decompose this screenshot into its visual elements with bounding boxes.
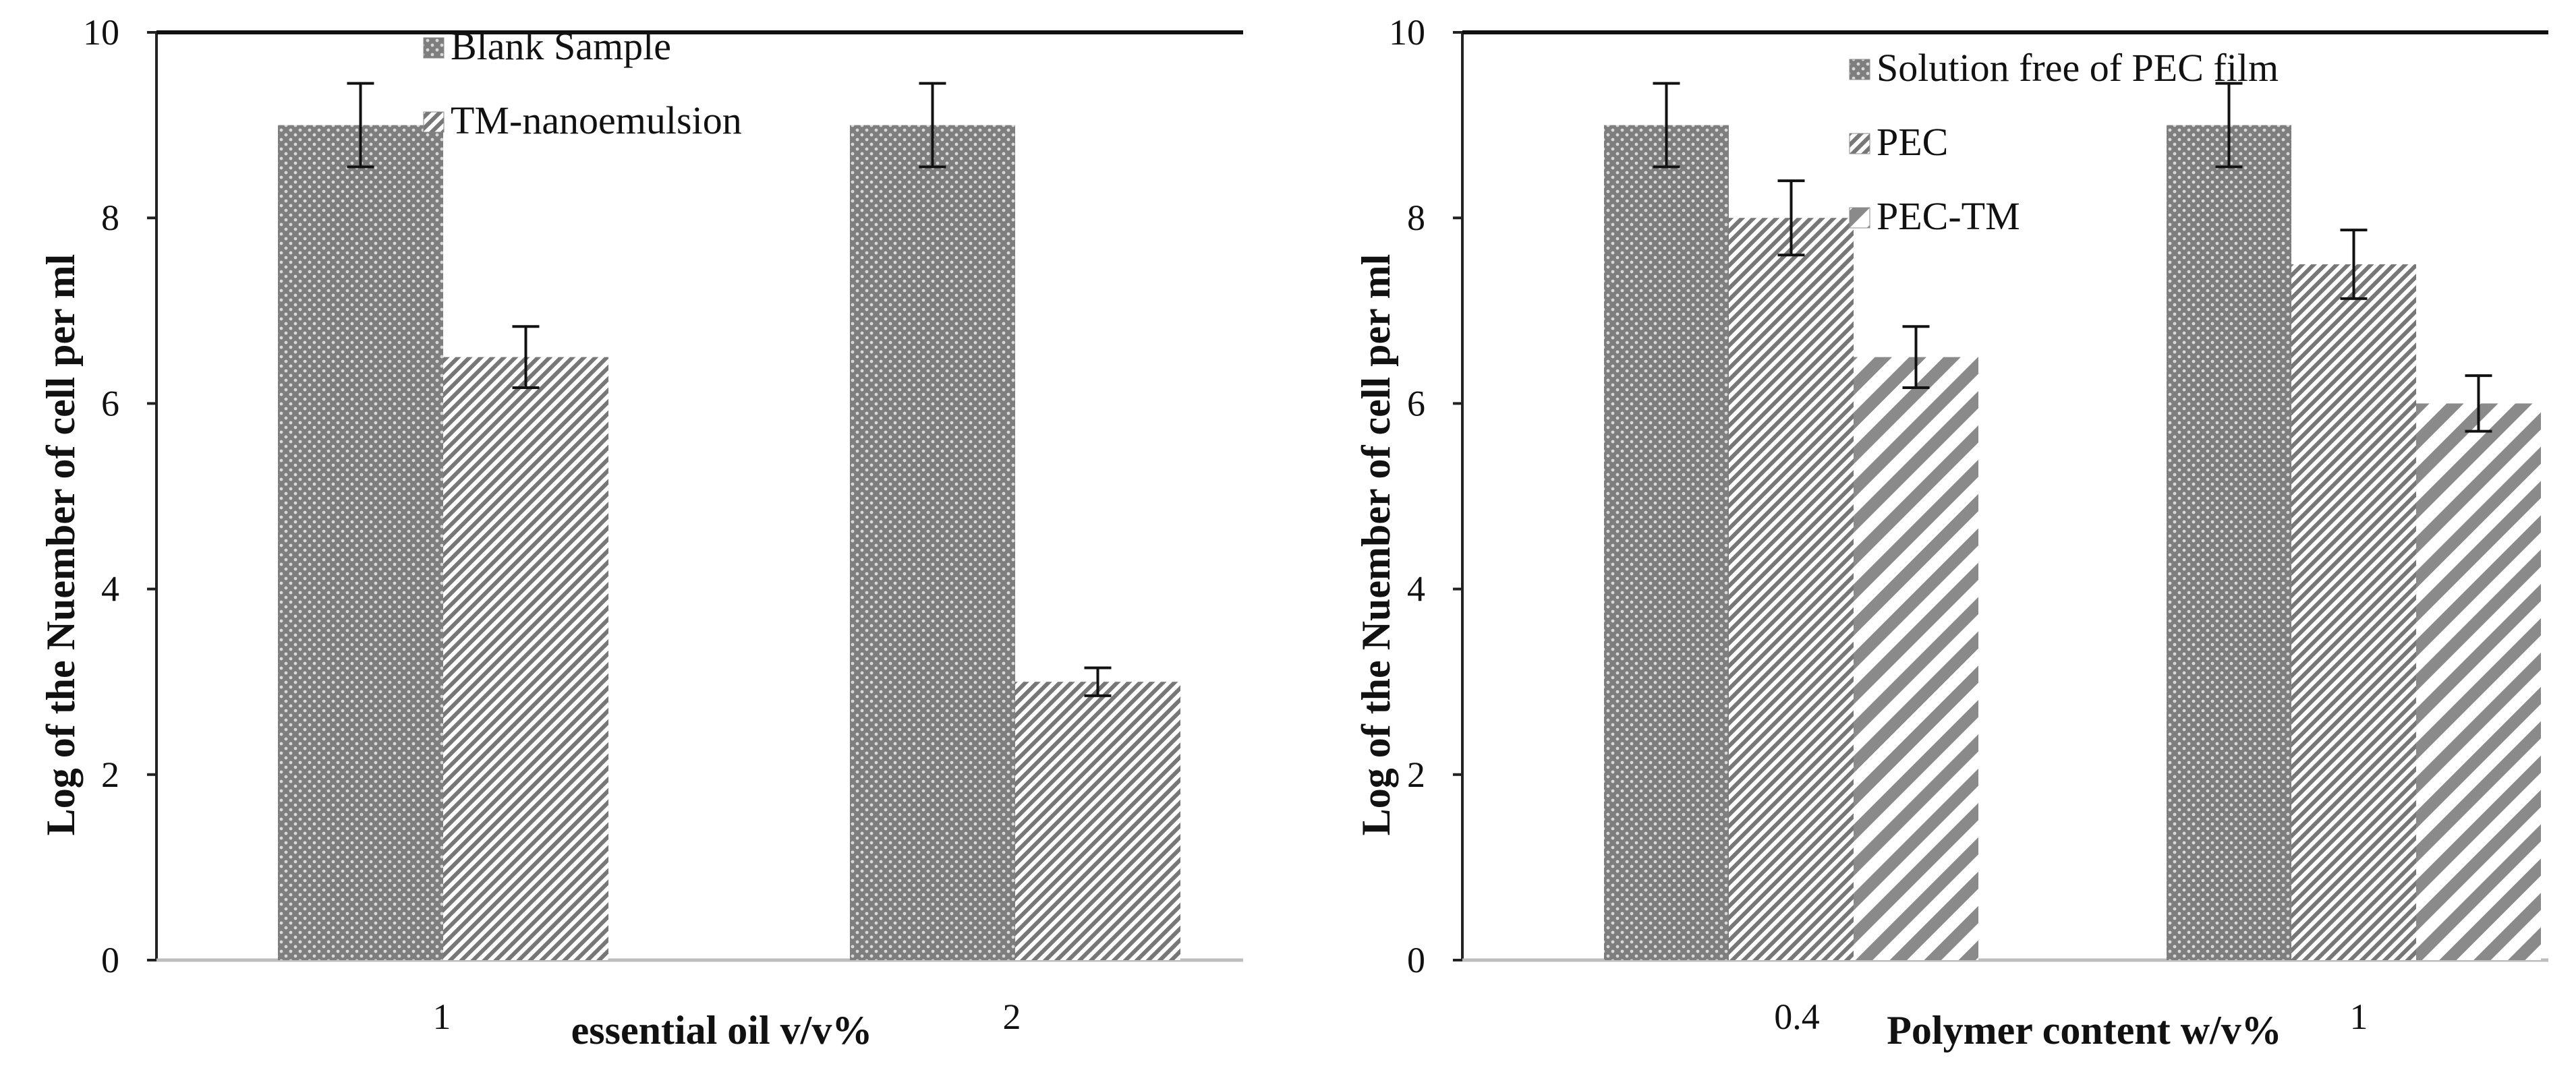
y-tick-label: 0	[1407, 940, 1425, 980]
x-tick-label: 2	[1003, 997, 1021, 1037]
x-tick-label: 0.4	[1774, 997, 1820, 1037]
error-bar	[1653, 82, 1680, 169]
error-bar	[1902, 325, 1930, 390]
bar-pec-tm-1	[2416, 403, 2541, 960]
bar-pec-0.4	[1729, 218, 1854, 961]
legend: Blank Sample TM-nanoemulsion	[423, 24, 742, 142]
error-bar	[919, 82, 946, 169]
error-bar	[2340, 229, 2368, 300]
legend: Solution free of PEC film PEC PEC-TM	[1849, 46, 2279, 238]
legend-entry: TM-nanoemulsion	[451, 98, 742, 142]
y-tick-label: 2	[1407, 754, 1425, 795]
y-tick-label: 6	[101, 383, 119, 423]
error-bar	[1777, 179, 1805, 257]
legend-entry: PEC	[1877, 120, 1948, 164]
bar-solution-free-of-pec-film-1	[2167, 125, 2291, 961]
chart-left: Log of the Nuember of cell per ml essent…	[38, 12, 1243, 1052]
bar-tm-nanoemulsion-1	[443, 357, 608, 960]
bar-blank-sample-1	[278, 125, 443, 961]
x-tick-label: 1	[433, 997, 451, 1037]
bar-pec-tm-0.4	[1854, 357, 1978, 960]
legend-entry: Solution free of PEC film	[1877, 46, 2279, 90]
error-bar	[347, 82, 374, 169]
legend-swatch	[1849, 133, 1870, 154]
y-axis-title-left: Log of the Nuember of cell per ml	[38, 254, 83, 836]
x-axis-title-left: essential oil v/v%	[571, 1008, 873, 1052]
x-tick-label: 1	[2350, 997, 2368, 1037]
y-tick-label: 4	[101, 569, 119, 610]
y-tick-label: 8	[1407, 198, 1425, 238]
x-axis-title-right: Polymer content w/v%	[1887, 1008, 2281, 1052]
y-tick-label: 4	[1407, 569, 1425, 610]
bar-pec-1	[2291, 264, 2416, 960]
y-tick-label: 10	[83, 12, 119, 53]
legend-swatch	[1849, 207, 1870, 229]
chart-right: Log of the Nuember of cell per ml Polyme…	[1354, 12, 2548, 1052]
bar-blank-sample-2	[850, 125, 1015, 961]
bar-tm-nanoemulsion-2	[1015, 682, 1180, 960]
y-axis-title-right: Log of the Nuember of cell per ml	[1354, 254, 1398, 836]
y-tick-label: 8	[101, 198, 119, 238]
legend-entry: Blank Sample	[451, 24, 671, 68]
legend-swatch	[423, 37, 445, 59]
legend-entry: PEC-TM	[1877, 194, 2020, 238]
plot-area-right: 0 2 4 6 8 10 0.4 1 Solution free of PEC film PEC P…	[1389, 12, 2548, 1037]
error-bar	[2465, 374, 2492, 433]
legend-swatch	[1849, 59, 1870, 80]
error-bar	[1084, 666, 1112, 697]
y-tick-label: 2	[101, 754, 119, 795]
error-bar	[2215, 82, 2243, 169]
y-tick-label: 10	[1389, 12, 1425, 53]
bar-solution-free-of-pec-film-0.4	[1604, 125, 1729, 961]
y-tick-label: 6	[1407, 383, 1425, 423]
y-tick-label: 0	[101, 940, 119, 980]
error-bar	[512, 325, 540, 390]
legend-swatch	[423, 111, 445, 133]
